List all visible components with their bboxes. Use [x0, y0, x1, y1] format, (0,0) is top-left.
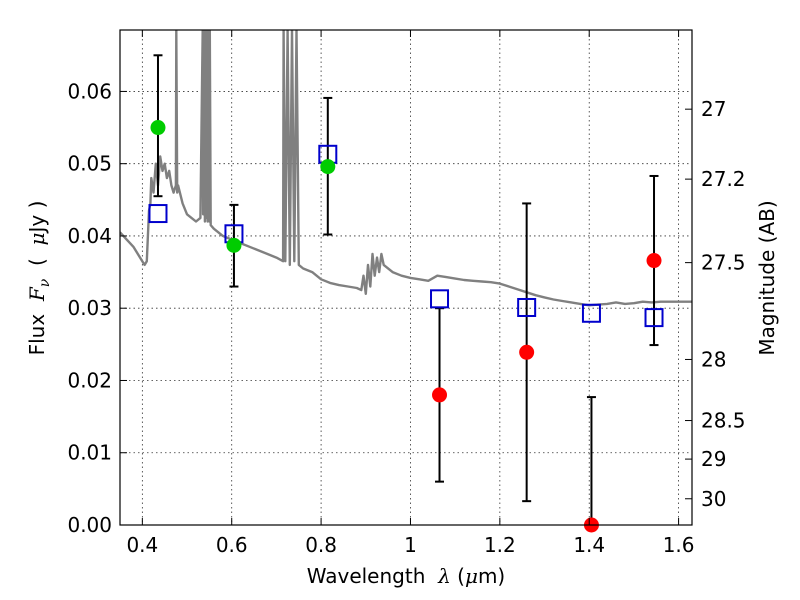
plot-frame: [119, 29, 693, 526]
upper-limit-point: [646, 253, 662, 269]
x-tick-label: 1.4: [573, 533, 605, 557]
x-axis-label: Wavelength λ (μm): [307, 564, 506, 588]
synthetic-photometry-square: [644, 308, 664, 328]
magnitude-tick-label: 30: [701, 487, 726, 511]
magnitude-tick-label: 27.2: [701, 167, 746, 191]
synthetic-photometry-square: [148, 204, 168, 224]
upper-limit-point: [432, 387, 448, 403]
synthetic-photometry-square: [430, 289, 450, 309]
y-tick-label: 0.02: [67, 368, 112, 392]
x-tick-label: 1.2: [484, 533, 516, 557]
synthetic-photometry-square: [581, 303, 601, 323]
y-tick-label: 0.01: [67, 441, 112, 465]
y-tick-label: 0.06: [67, 79, 112, 103]
markers: [148, 120, 664, 533]
magnitude-tick-label: 28: [701, 347, 726, 371]
synthetic-photometry-square: [517, 297, 537, 317]
x-tick-label: 0.4: [126, 533, 158, 557]
magnitude-tick-label: 28.5: [701, 409, 746, 433]
x-tick-label: 0.8: [305, 533, 337, 557]
y-tick-label: 0.04: [67, 224, 112, 248]
y-tick-label: 0.03: [67, 296, 112, 320]
magnitude-axis-label: Magnitude (AB): [755, 200, 779, 355]
magnitude-tick-label: 27: [701, 97, 726, 121]
y-tick-label: 0.05: [67, 152, 112, 176]
y-axis-ticks: 0.00 0.01 0.02 0.03 0.04 0.05 0.06: [67, 79, 127, 537]
y-axis-label: Flux Fν ( μJy ): [25, 201, 53, 356]
detection-point: [226, 237, 242, 253]
model-spectrum-line: [120, 30, 692, 307]
x-tick-label: 1: [404, 533, 417, 557]
magnitude-tick-label: 27.5: [701, 251, 746, 275]
y-tick-label: 0.00: [67, 513, 112, 537]
x-tick-label: 1.6: [663, 533, 695, 557]
detection-point: [320, 159, 336, 175]
x-tick-label: 0.6: [216, 533, 248, 557]
detection-point: [150, 120, 166, 136]
magnitude-tick-label: 29: [701, 447, 726, 471]
magnitude-axis-ticks: 27 27.2 27.5 28 28.5 29 30: [685, 97, 746, 511]
upper-limit-point: [519, 344, 535, 360]
x-axis-ticks: 0.4 0.6 0.8 1 1.2 1.4 1.6: [126, 30, 695, 557]
